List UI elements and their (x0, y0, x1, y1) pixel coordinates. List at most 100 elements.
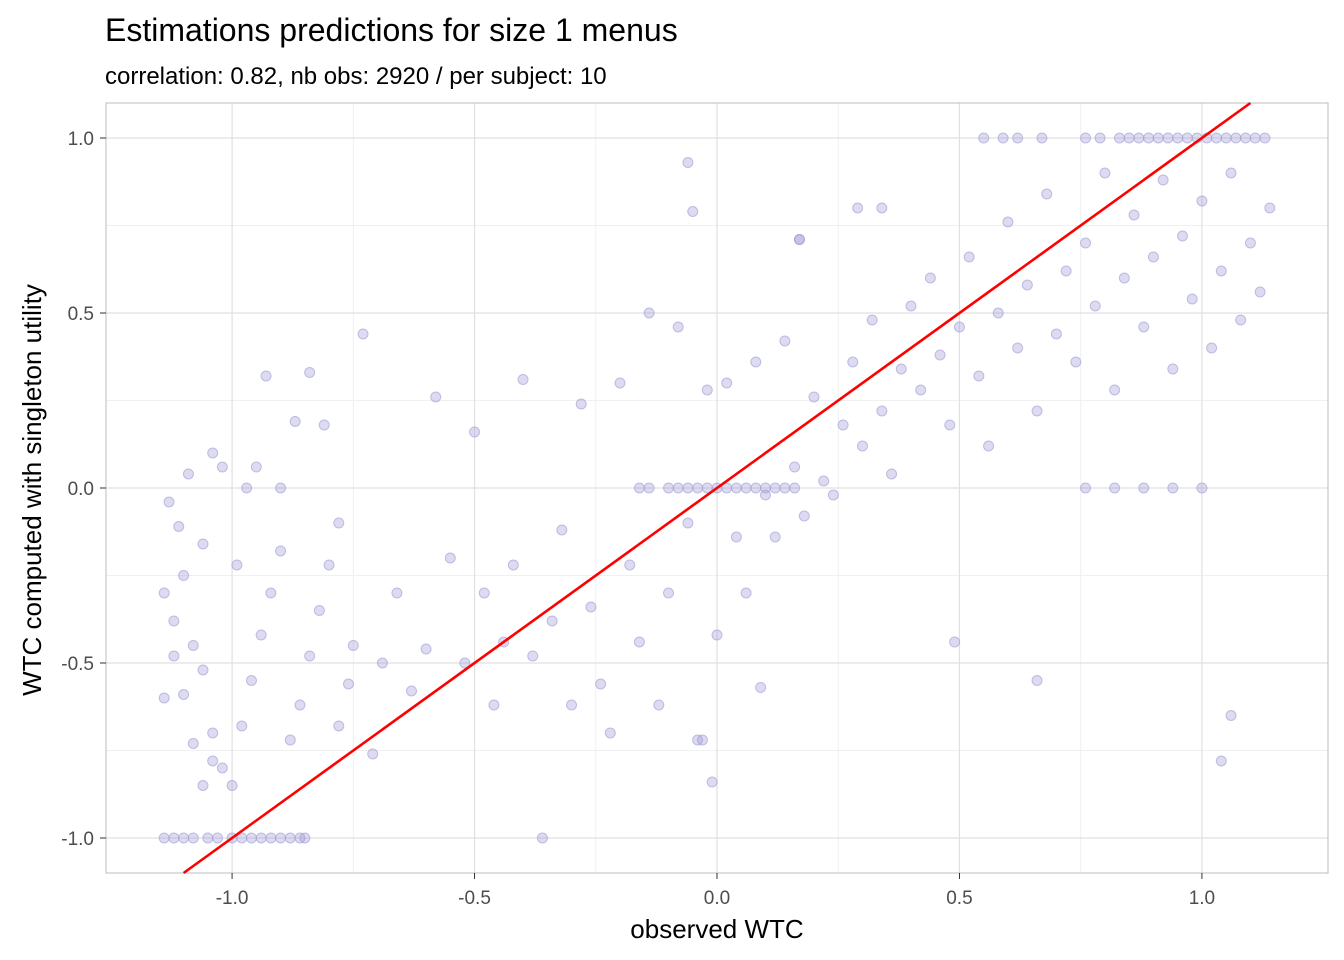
data-point (1021, 279, 1033, 291)
data-point (444, 552, 456, 564)
data-point (1133, 132, 1145, 144)
data-point (216, 762, 228, 774)
data-point (231, 559, 243, 571)
data-point (168, 615, 180, 627)
data-point (202, 832, 214, 844)
data-point (1264, 202, 1276, 214)
data-point (1167, 363, 1179, 375)
data-point (163, 496, 175, 508)
data-point (779, 482, 791, 494)
data-point (284, 832, 296, 844)
data-point (536, 832, 548, 844)
data-point (1210, 132, 1222, 144)
data-point (1162, 132, 1174, 144)
data-point (1128, 209, 1140, 221)
data-point (740, 482, 752, 494)
data-point (1080, 237, 1092, 249)
data-point (1240, 132, 1252, 144)
data-point (1050, 328, 1062, 340)
data-point (178, 570, 190, 581)
data-point (997, 132, 1009, 144)
data-point (391, 587, 403, 599)
data-point (275, 545, 287, 557)
data-point (789, 461, 801, 473)
data-point (1196, 482, 1208, 494)
data-point (585, 601, 597, 613)
data-point (527, 650, 539, 662)
data-point (250, 461, 262, 473)
data-point (216, 461, 228, 473)
data-point (1196, 195, 1208, 207)
data-point (633, 482, 645, 494)
data-point (1109, 384, 1121, 396)
chart-title: Estimations predictions for size 1 menus (105, 12, 678, 48)
data-point (769, 482, 781, 494)
data-point (750, 356, 762, 368)
data-point (168, 650, 180, 662)
data-point (420, 643, 432, 655)
data-point (1220, 132, 1232, 144)
data-point (241, 482, 253, 494)
data-point (793, 234, 805, 245)
data-point (769, 531, 781, 543)
data-point (730, 482, 742, 494)
data-point (304, 367, 316, 378)
data-point (294, 699, 306, 711)
data-point (866, 314, 878, 326)
data-point (318, 419, 330, 431)
data-point (633, 636, 645, 648)
data-point (1254, 286, 1266, 298)
plot-panel: -1.0 -0.5 0.0 0.5 1.0 -1.0 -0.5 0.0 0.5 1.0 (61, 101, 1329, 909)
data-point (1036, 132, 1048, 144)
data-point (342, 678, 354, 690)
data-point (469, 426, 481, 438)
data-point (852, 202, 864, 214)
data-point (808, 391, 820, 403)
y-tick-label: 0.0 (68, 479, 94, 500)
data-point (856, 440, 868, 452)
data-point (876, 405, 888, 417)
data-point (978, 132, 990, 144)
data-point (663, 482, 675, 494)
data-point (323, 559, 335, 571)
data-point (207, 447, 219, 459)
data-point (1123, 132, 1135, 144)
reference-line (182, 101, 1252, 875)
data-point (245, 675, 257, 686)
data-point (275, 832, 287, 844)
data-point (406, 685, 417, 697)
data-point (934, 349, 946, 361)
data-point (1041, 188, 1053, 200)
data-point (255, 629, 267, 641)
data-point (595, 678, 607, 690)
data-point (949, 636, 961, 648)
data-point (1147, 251, 1159, 263)
data-point (827, 489, 839, 501)
data-point (284, 734, 296, 746)
data-point (313, 605, 325, 616)
data-point (1206, 342, 1218, 354)
data-point (1244, 237, 1256, 249)
data-point (1167, 482, 1179, 494)
data-point (1099, 167, 1111, 179)
y-tick-label: 0.5 (68, 304, 94, 325)
data-point (347, 640, 359, 651)
data-point (1080, 132, 1092, 144)
data-point (187, 640, 199, 651)
data-point (963, 251, 975, 263)
data-point (740, 587, 752, 599)
data-point (1080, 482, 1092, 494)
data-point (260, 370, 272, 382)
data-point (1225, 167, 1237, 179)
data-point (275, 482, 287, 494)
data-point (876, 202, 888, 214)
data-point (197, 780, 209, 791)
data-point (1113, 132, 1125, 144)
data-point (682, 157, 694, 168)
data-point (333, 720, 345, 732)
y-tick-label: 1.0 (68, 129, 94, 150)
data-point (178, 832, 190, 844)
data-point (1031, 675, 1043, 686)
data-point (789, 482, 801, 494)
data-point (643, 482, 655, 494)
